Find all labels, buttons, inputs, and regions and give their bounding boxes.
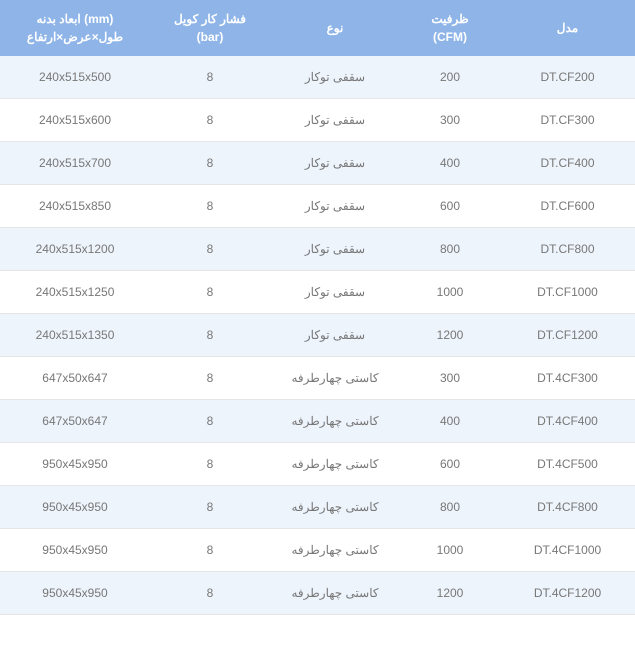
table-row: 240x515x7008سقفی توکار400DT.CF400 [0,142,635,185]
header-model: مدل [500,0,635,56]
cell-capacity: 400 [400,400,500,443]
cell-capacity: 200 [400,56,500,99]
cell-dimensions: 647x50x647 [0,400,150,443]
cell-capacity: 1200 [400,314,500,357]
cell-dimensions: 240x515x1250 [0,271,150,314]
cell-type: کاستی چهارطرفه [270,529,400,572]
header-type: نوع [270,0,400,56]
cell-dimensions: 240x515x1200 [0,228,150,271]
cell-type: سقفی توکار [270,271,400,314]
cell-pressure: 8 [150,228,270,271]
header-pressure: فشار کار کویل(bar) [150,0,270,56]
cell-capacity: 1200 [400,572,500,615]
cell-capacity: 600 [400,443,500,486]
table-row: 240x515x5008سقفی توکار200DT.CF200 [0,56,635,99]
cell-pressure: 8 [150,56,270,99]
cell-dimensions: 950x45x950 [0,486,150,529]
table-body: 240x515x5008سقفی توکار200DT.CF200240x515… [0,56,635,615]
cell-model: DT.CF800 [500,228,635,271]
cell-model: DT.CF1000 [500,271,635,314]
header-dimensions: ابعاد بدنه (mm)طول×عرض×ارتفاع [0,0,150,56]
cell-model: DT.4CF300 [500,357,635,400]
cell-dimensions: 240x515x500 [0,56,150,99]
cell-model: DT.CF400 [500,142,635,185]
table-row: 647x50x6478کاستی چهارطرفه300DT.4CF300 [0,357,635,400]
cell-capacity: 800 [400,228,500,271]
cell-type: سقفی توکار [270,56,400,99]
cell-dimensions: 240x515x600 [0,99,150,142]
table-row: 950x45x9508کاستی چهارطرفه800DT.4CF800 [0,486,635,529]
cell-dimensions: 950x45x950 [0,572,150,615]
table-row: 240x515x6008سقفی توکار300DT.CF300 [0,99,635,142]
cell-type: کاستی چهارطرفه [270,400,400,443]
table-header-row: ابعاد بدنه (mm)طول×عرض×ارتفاع فشار کار ک… [0,0,635,56]
cell-model: DT.4CF1000 [500,529,635,572]
cell-type: سقفی توکار [270,228,400,271]
table-row: 240x515x12508سقفی توکار1000DT.CF1000 [0,271,635,314]
cell-dimensions: 647x50x647 [0,357,150,400]
cell-capacity: 1000 [400,529,500,572]
cell-capacity: 300 [400,99,500,142]
cell-capacity: 1000 [400,271,500,314]
cell-model: DT.4CF500 [500,443,635,486]
cell-model: DT.CF300 [500,99,635,142]
table-row: 240x515x12008سقفی توکار800DT.CF800 [0,228,635,271]
cell-pressure: 8 [150,357,270,400]
cell-capacity: 600 [400,185,500,228]
table-row: 647x50x6478کاستی چهارطرفه400DT.4CF400 [0,400,635,443]
cell-type: کاستی چهارطرفه [270,486,400,529]
cell-model: DT.CF200 [500,56,635,99]
cell-pressure: 8 [150,142,270,185]
cell-model: DT.CF600 [500,185,635,228]
cell-type: سقفی توکار [270,99,400,142]
cell-type: کاستی چهارطرفه [270,572,400,615]
header-capacity: ظرفیت(CFM) [400,0,500,56]
cell-dimensions: 240x515x850 [0,185,150,228]
table-row: 950x45x9508کاستی چهارطرفه1200DT.4CF1200 [0,572,635,615]
cell-pressure: 8 [150,486,270,529]
cell-type: سقفی توکار [270,314,400,357]
cell-pressure: 8 [150,314,270,357]
table-row: 240x515x13508سقفی توکار1200DT.CF1200 [0,314,635,357]
cell-pressure: 8 [150,443,270,486]
cell-capacity: 400 [400,142,500,185]
cell-pressure: 8 [150,572,270,615]
cell-type: سقفی توکار [270,185,400,228]
cell-dimensions: 240x515x700 [0,142,150,185]
cell-capacity: 300 [400,357,500,400]
table-row: 950x45x9508کاستی چهارطرفه1000DT.4CF1000 [0,529,635,572]
cell-pressure: 8 [150,185,270,228]
cell-capacity: 800 [400,486,500,529]
cell-dimensions: 950x45x950 [0,529,150,572]
cell-type: سقفی توکار [270,142,400,185]
cell-model: DT.4CF1200 [500,572,635,615]
cell-pressure: 8 [150,529,270,572]
cell-model: DT.4CF400 [500,400,635,443]
cell-type: کاستی چهارطرفه [270,357,400,400]
cell-model: DT.4CF800 [500,486,635,529]
table-row: 240x515x8508سقفی توکار600DT.CF600 [0,185,635,228]
cell-pressure: 8 [150,99,270,142]
cell-pressure: 8 [150,400,270,443]
cell-pressure: 8 [150,271,270,314]
cell-model: DT.CF1200 [500,314,635,357]
cell-type: کاستی چهارطرفه [270,443,400,486]
cell-dimensions: 950x45x950 [0,443,150,486]
table-row: 950x45x9508کاستی چهارطرفه600DT.4CF500 [0,443,635,486]
spec-table: ابعاد بدنه (mm)طول×عرض×ارتفاع فشار کار ک… [0,0,635,615]
cell-dimensions: 240x515x1350 [0,314,150,357]
